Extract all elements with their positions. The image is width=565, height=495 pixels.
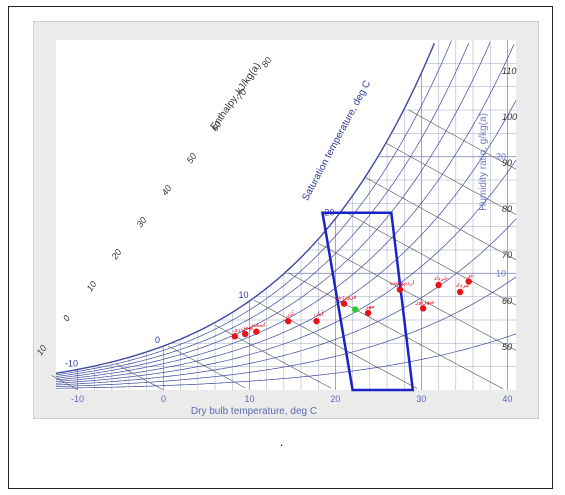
data-point-label: اسفند (251, 322, 266, 329)
data-point-label: مرداد (455, 282, 469, 289)
enthalpy-tick-label: 0 (61, 313, 72, 323)
saturation-tick-label: -10 (65, 358, 78, 368)
rh-tick-label: 60 (502, 296, 512, 306)
data-point-label: آذر (286, 310, 295, 318)
x-tick-label: 30 (416, 394, 426, 404)
relative-humidity-curve (55, 100, 517, 382)
data-point (435, 281, 442, 289)
humidity-ratio-label: Humidity ratio, g/kg(a) (478, 113, 489, 211)
enthalpy-tick-label: 10 (35, 343, 49, 357)
data-point (419, 305, 427, 312)
humidity-tick-label: 10 (496, 268, 506, 278)
enthalpy-tick-label: 10 (85, 279, 99, 293)
data-point (465, 278, 472, 285)
comfort-zone (321, 211, 415, 392)
enthalpy-line (408, 109, 517, 170)
relative-humidity-curve (55, 41, 491, 379)
chart-ticks: -10 0 10 20 30 401101009080706050100102030405… (35, 55, 517, 404)
enthalpy-line (318, 242, 517, 351)
data-point-label: اردیبهشت (390, 280, 415, 287)
data-point (456, 288, 464, 296)
page-frame: -10 0 10 20 30 40 110 100 90 80 70 60 50 10 0 10 20 30 40 5… (8, 6, 553, 489)
enthalpy-line (386, 143, 517, 215)
enthalpy-tick-label: 60 (210, 119, 224, 133)
relative-humidity-curve (55, 44, 515, 381)
comfort-zone-layer (321, 211, 415, 392)
data-point-label: خرداد (434, 275, 448, 282)
rh-tick-label: 80 (502, 204, 512, 214)
rh-tick-label: 110 (502, 66, 516, 76)
data-point (340, 300, 348, 307)
data-point-label: تیر (466, 273, 474, 279)
x-tick-label: -10 (71, 394, 84, 404)
data-point-label: بهمن (241, 325, 254, 331)
saturation-tick-label: 0 (155, 335, 160, 345)
enthalpy-tick-label: 80 (260, 55, 274, 69)
x-tick-label: 40 (502, 394, 512, 404)
x-tick-label: 0 (161, 394, 166, 404)
enthalpy-line (287, 272, 504, 390)
enthalpy-tick-label: 30 (135, 215, 149, 229)
rh-tick-label: 100 (502, 112, 517, 122)
saturation-curve (55, 42, 435, 374)
data-point-label: فروردین (336, 295, 357, 301)
data-point-label: مهر (364, 304, 374, 310)
data-point (253, 328, 260, 335)
enthalpy-line (253, 299, 418, 389)
data-point (364, 309, 372, 317)
enthalpy-tick-label: 70 (235, 87, 249, 101)
humidity-tick-label: 20 (496, 152, 506, 162)
relative-humidity-curve (56, 276, 517, 387)
data-point (241, 330, 249, 338)
chart-plot-background (56, 40, 516, 390)
data-point (352, 306, 359, 313)
x-tick-label: 20 (330, 394, 340, 404)
rh-tick-label: 90 (502, 158, 512, 168)
relative-humidity-curve (56, 333, 517, 389)
enthalpy-line (167, 345, 246, 389)
data-point (231, 333, 239, 340)
enthalpy-tick-label: 40 (160, 183, 174, 197)
rh-tick-label: 70 (502, 250, 512, 260)
psychrometric-chart: -10 0 10 20 30 401101009080706050100102030405… (34, 22, 538, 418)
data-point-label: دی (233, 327, 241, 333)
psychrometric-chart-figure: -10 0 10 20 30 40 110 100 90 80 70 60 50 10 0 10 20 30 40 5… (33, 21, 539, 419)
data-point-label: آبان (314, 310, 324, 318)
saturation-tick-label: 10 (238, 290, 248, 300)
data-point-label: شهریور (415, 299, 435, 305)
enthalpy-line (365, 177, 517, 261)
relative-humidity-curve (55, 40, 452, 376)
data-point (313, 317, 320, 325)
figure-caption: . (279, 435, 284, 449)
relative-humidity-curve (55, 42, 470, 377)
data-point (396, 286, 404, 293)
rh-tick-label: 50 (502, 342, 512, 352)
relative-humidity-curve (55, 159, 517, 384)
enthalpy-tick-label: 50 (185, 151, 199, 165)
x-axis-label: Dry bulb temperature, deg C (191, 406, 317, 417)
data-point (284, 317, 292, 325)
chart-curves (55, 40, 517, 389)
x-tick-label: 10 (244, 394, 254, 404)
